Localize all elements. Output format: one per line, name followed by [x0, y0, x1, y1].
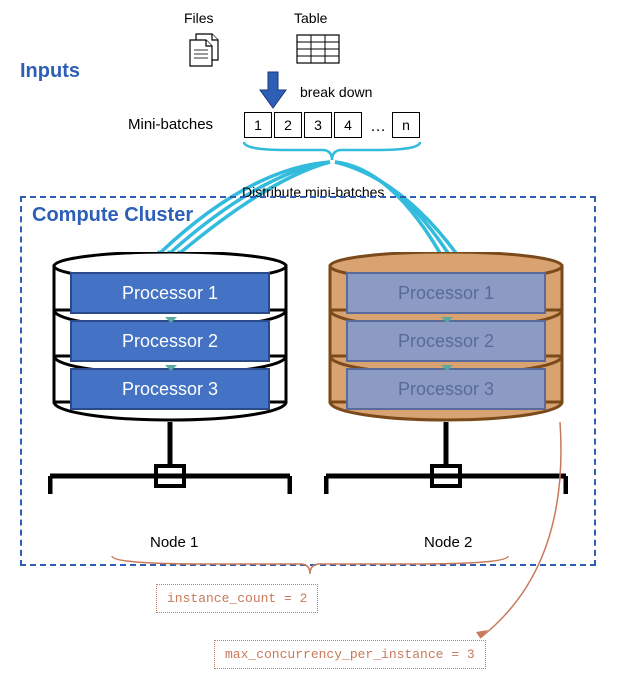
break-down-label: break down	[300, 84, 372, 100]
instance-count-param: instance_count = 2	[156, 584, 318, 613]
batch-cell-3: 3	[304, 112, 332, 138]
batch-cell-n: n	[392, 112, 420, 138]
node2-proc-arrows-icon	[440, 313, 454, 373]
table-icon	[296, 34, 340, 64]
files-label: Files	[184, 10, 214, 26]
max-concurrency-arrow-icon	[450, 418, 570, 648]
batch-cell-2: 2	[274, 112, 302, 138]
compute-cluster-title: Compute Cluster	[32, 204, 193, 227]
node1-label: Node 1	[150, 534, 198, 551]
table-label: Table	[294, 10, 327, 26]
node1-stand-icon	[48, 418, 292, 498]
break-down-arrow-icon	[258, 70, 288, 110]
max-concurrency-param: max_concurrency_per_instance = 3	[214, 640, 486, 669]
node2-processor-3: Processor 3	[346, 368, 546, 410]
batch-cell-4: 4	[334, 112, 362, 138]
batch-cell-1: 1	[244, 112, 272, 138]
mini-batches-label: Mini-batches	[128, 116, 213, 133]
inputs-title: Inputs	[20, 60, 80, 83]
node2-processor-1: Processor 1	[346, 272, 546, 314]
node1-processor-3: Processor 3	[70, 368, 270, 410]
batch-ellipsis: …	[370, 118, 386, 136]
files-icon	[186, 30, 222, 70]
node1-processor-1: Processor 1	[70, 272, 270, 314]
node1-proc-arrows-icon	[164, 313, 178, 373]
